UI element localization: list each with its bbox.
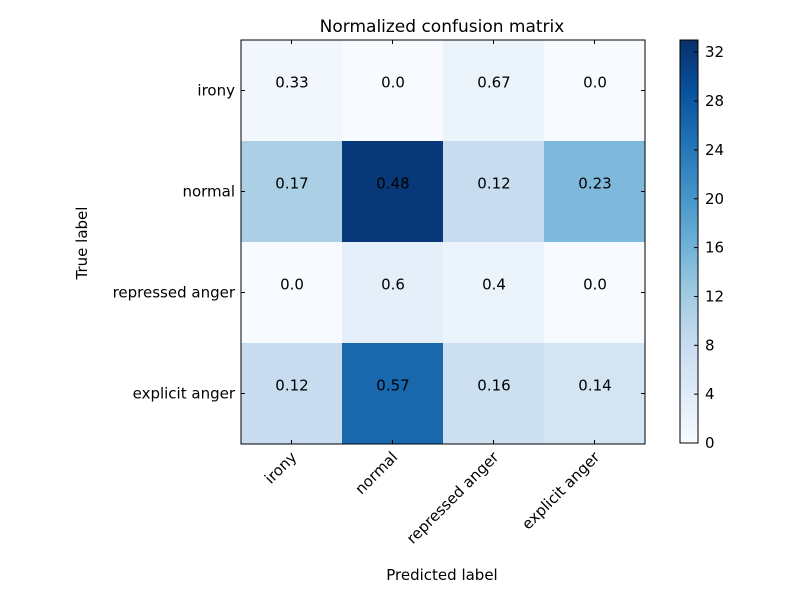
colorbar: 0 4 8 12 16 20 24 28 32 bbox=[679, 39, 724, 452]
cell-value-label: 0.0 bbox=[583, 74, 607, 92]
colorbar-tick-label: 16 bbox=[705, 239, 724, 257]
cell-value-label: 0.12 bbox=[477, 175, 510, 193]
cell-value-label: 0.17 bbox=[275, 175, 308, 193]
cell-value-label: 0.0 bbox=[381, 74, 405, 92]
heatmap-cell bbox=[443, 40, 544, 141]
x-tick-label: irony bbox=[261, 448, 300, 487]
cell-value-label: 0.33 bbox=[275, 74, 308, 92]
colorbar-tick-label: 24 bbox=[705, 141, 724, 159]
cell-value-label: 0.6 bbox=[381, 276, 405, 294]
heatmap-cell bbox=[241, 242, 342, 343]
colorbar-tick-label: 20 bbox=[705, 190, 724, 208]
cell-value-label: 0.12 bbox=[275, 377, 308, 395]
cell-value-label: 0.57 bbox=[376, 377, 409, 395]
heatmap-cell bbox=[342, 343, 443, 444]
heatmap-cell bbox=[443, 343, 544, 444]
colorbar-tick-label: 4 bbox=[705, 385, 715, 403]
y-tick-label: normal bbox=[182, 183, 235, 201]
heatmap-cell bbox=[241, 141, 342, 242]
plot-frame bbox=[240, 39, 646, 445]
colorbar-tick-label: 32 bbox=[705, 43, 724, 61]
y-axis-label: True label bbox=[73, 207, 91, 281]
cell-value-label: 0.48 bbox=[376, 175, 409, 193]
cell-value-label: 0.14 bbox=[578, 377, 611, 395]
x-tick-label: normal bbox=[351, 448, 401, 498]
x-tick-label: repressed anger bbox=[403, 448, 503, 548]
y-tick-label: repressed anger bbox=[113, 284, 236, 302]
heatmap-plot: 0.33 0.0 0.67 0.0 0.17 0.48 0.12 0.23 0.0 0.6 0.4 0… bbox=[113, 39, 646, 548]
colorbar-tick-label: 28 bbox=[705, 92, 724, 110]
colorbar-tick-label: 0 bbox=[705, 434, 715, 452]
cell-value-label: 0.4 bbox=[482, 276, 506, 294]
cell-value-label: 0.0 bbox=[280, 276, 304, 294]
heatmap-cell bbox=[443, 141, 544, 242]
cell-value-label: 0.23 bbox=[578, 175, 611, 193]
y-tick-label: explicit anger bbox=[133, 385, 236, 403]
cell-value-label: 0.16 bbox=[477, 377, 510, 395]
colorbar-bar bbox=[679, 39, 699, 444]
heatmap-cell bbox=[342, 40, 443, 141]
heatmap-cell bbox=[342, 141, 443, 242]
colorbar-tick-label: 12 bbox=[705, 287, 724, 305]
cell-value-label: 0.67 bbox=[477, 74, 510, 92]
heatmap-cell bbox=[241, 40, 342, 141]
heatmap-cell bbox=[544, 40, 645, 141]
heatmap-cell bbox=[544, 141, 645, 242]
heatmap-cell bbox=[241, 343, 342, 444]
heatmap-cell bbox=[544, 343, 645, 444]
heatmap-cell bbox=[342, 242, 443, 343]
x-axis-label: Predicted label bbox=[386, 566, 497, 584]
heatmap-cell bbox=[544, 242, 645, 343]
chart-title: Normalized confusion matrix bbox=[320, 17, 565, 37]
colorbar-tick-label: 8 bbox=[705, 336, 715, 354]
cell-value-label: 0.0 bbox=[583, 276, 607, 294]
y-tick-label: irony bbox=[197, 82, 235, 100]
x-tick-label: explicit anger bbox=[518, 448, 604, 534]
heatmap-cell bbox=[443, 242, 544, 343]
